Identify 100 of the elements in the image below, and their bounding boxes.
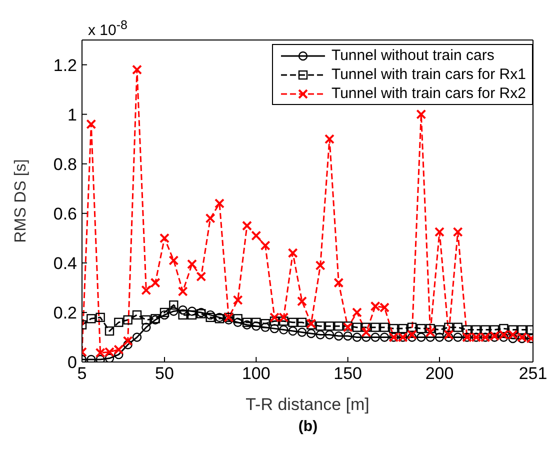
point [86,119,96,130]
point [434,325,444,334]
point [297,318,307,327]
point [104,326,114,336]
point [288,248,298,258]
point [517,325,527,334]
y-tick-label: 1.2 [53,56,77,75]
point [242,318,252,327]
point [270,324,280,334]
point [288,318,298,327]
point [334,321,344,331]
point [426,324,435,334]
point [343,331,352,341]
point [462,325,472,334]
point [142,315,151,324]
legend-label: Tunnel with train cars for Rx2 [331,85,526,102]
point [389,324,398,334]
y-tick-label: 0.2 [53,303,77,322]
point [252,318,261,327]
point [205,213,216,224]
point [150,278,160,288]
point [370,332,380,342]
point [306,328,316,338]
point [380,322,390,332]
point [352,332,362,342]
point [416,332,426,342]
point [297,328,307,337]
point [260,240,270,251]
point [452,226,463,237]
point [168,255,179,266]
point [187,259,197,270]
text: (b) [297,418,319,435]
point [490,325,500,334]
point [297,296,307,306]
point [316,321,325,331]
point [380,332,390,342]
point [352,307,362,318]
point [132,332,142,342]
point [444,322,454,332]
point [242,220,252,231]
point [279,316,288,326]
point [122,336,133,346]
text: x 10$^{-8}$ [87,17,128,39]
x-tick-label: 150 [334,364,362,384]
point [361,327,372,338]
y-tick-label: 1 [68,105,77,124]
point [416,324,426,334]
legend-label: Tunnel with train cars for Rx1 [331,66,526,83]
point [370,322,380,332]
point [196,272,206,282]
point [444,330,454,340]
x-tick-label: 50 [155,364,174,384]
point [279,325,288,334]
point [251,230,262,241]
point [434,226,444,237]
x-tick-label: 5 [77,364,87,384]
x-tick-label: 100 [242,364,270,384]
point [324,321,334,331]
point [334,331,344,341]
point [178,305,188,315]
point [434,332,444,342]
point [260,319,270,328]
point [324,330,334,340]
point [169,300,178,310]
point [315,260,326,270]
point [206,312,215,322]
point [132,310,142,320]
point [123,315,132,324]
point [114,318,124,327]
point [132,64,142,75]
point [86,314,96,324]
point [352,322,362,332]
point [160,308,170,318]
point [232,295,243,306]
x-tick-label: 200 [425,364,454,384]
legend-label: Tunnel without train cars [331,47,494,64]
point [398,324,408,334]
point [407,322,417,332]
point [270,316,280,326]
point [96,312,105,322]
y-tick-label: 0.4 [53,254,77,273]
y-tick-label: 0 [68,353,77,372]
x-axis-title: T-R distance [m] [246,395,370,414]
point [288,326,298,336]
y-axis-title: RMS DS [s] [12,159,30,243]
point [324,134,334,144]
y-tick-label: 0.8 [53,154,77,174]
point [480,325,490,334]
point [316,330,325,340]
point [233,314,242,324]
point [508,325,518,334]
point [416,109,426,120]
point [472,325,481,334]
point [214,198,224,208]
point [187,310,197,320]
point [453,322,462,332]
point [141,285,152,296]
point [178,310,188,320]
y-tick-label: 0.6 [53,204,77,224]
point [160,233,170,244]
